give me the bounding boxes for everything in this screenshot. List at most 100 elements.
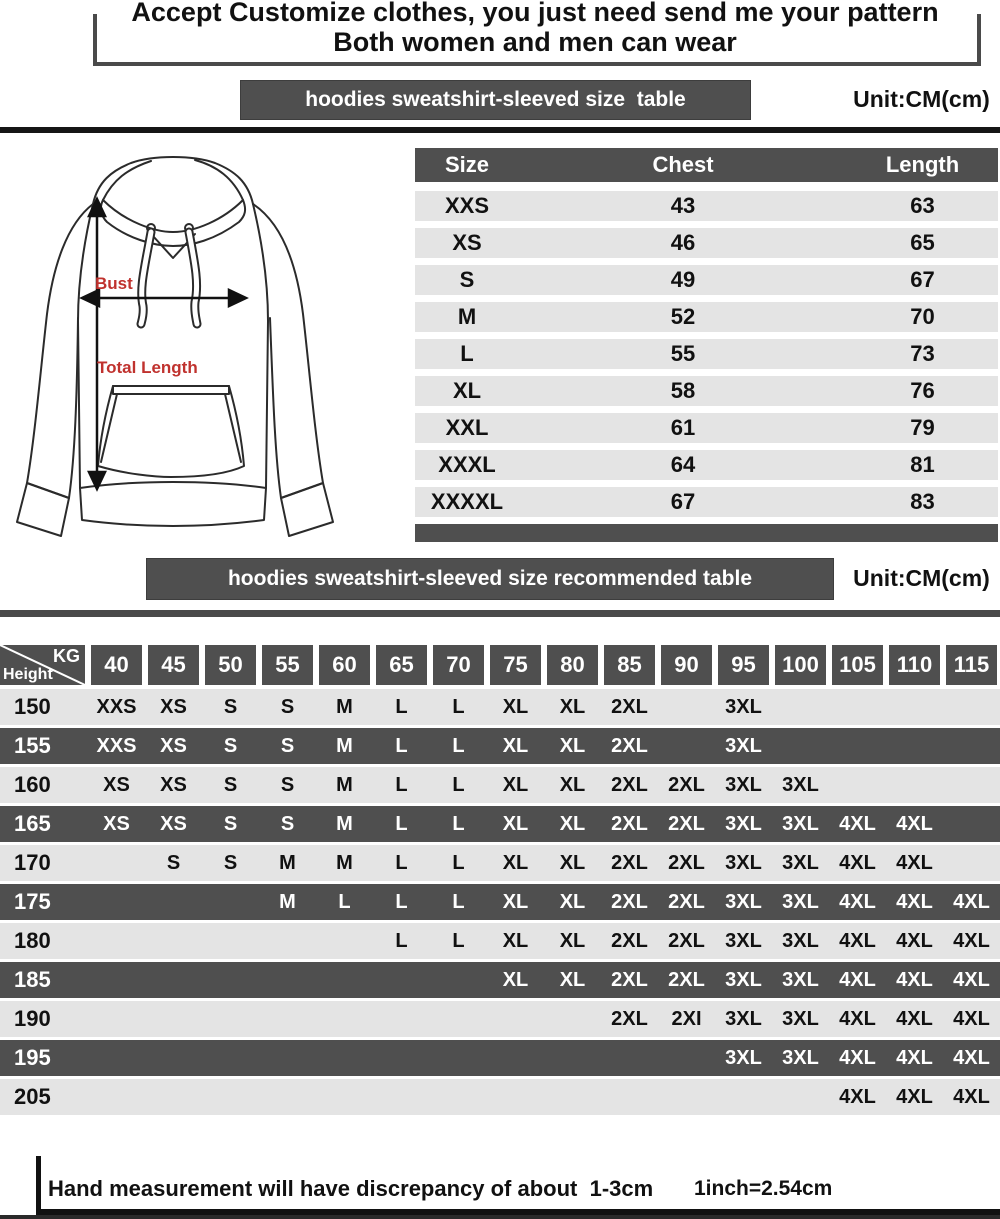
- footer-border-left: [36, 1156, 41, 1215]
- recommended-size-cell: 4XL: [896, 1007, 933, 1030]
- weight-column-header: 80: [544, 645, 601, 685]
- size-table-cell-size: XXXXL: [430, 489, 504, 514]
- height-label: 175: [14, 889, 51, 914]
- size-table-header-row: Size Chest Length: [415, 148, 998, 182]
- recommended-size-cell: M: [279, 851, 296, 874]
- recommended-size-cell: 4XL: [896, 890, 933, 913]
- recommended-size-cell: 4XL: [896, 851, 933, 874]
- recommended-size-cell: 2XL: [611, 773, 648, 796]
- recommended-size-cell: M: [336, 695, 353, 718]
- recommended-size-cell: 2XL: [668, 968, 705, 991]
- size-table-cell-size: XXXL: [438, 452, 496, 477]
- recommended-size-cell: M: [336, 851, 353, 874]
- height-row-195: 195 3XL 3XL 4XL 4XL 4XL: [0, 1040, 1000, 1076]
- recommended-size-cell: 4XL: [953, 890, 990, 913]
- size-table-cell-size: XS: [452, 230, 482, 255]
- height-row-190: 190 2XL 2XI 3XL 3XL 4XL 4XL 4XL: [0, 1001, 1000, 1037]
- bust-label: Bust: [95, 274, 133, 293]
- size-table-cell-chest: 64: [670, 452, 696, 477]
- recommended-size-cell: 4XL: [839, 929, 876, 952]
- height-label: 170: [14, 850, 51, 875]
- recommended-size-cell: S: [223, 734, 238, 757]
- weight-column-header: 55: [259, 645, 316, 685]
- recommended-size-cell: 2XL: [611, 1007, 648, 1030]
- recommended-size-cell: XS: [103, 812, 130, 835]
- recommended-size-cell: 3XL: [725, 929, 762, 952]
- recommended-size-cell: L: [395, 890, 408, 913]
- recommended-size-cell: 4XL: [839, 968, 876, 991]
- recommended-size-cell: 3XL: [725, 812, 762, 835]
- recommended-size-cell: XXS: [96, 734, 137, 757]
- recommended-size-cell: XS: [103, 773, 130, 796]
- recommended-size-cell: XL: [502, 773, 529, 796]
- size-table-row: XL 58 76: [415, 376, 998, 406]
- height-row-205: 205 4XL 4XL 4XL: [0, 1079, 1000, 1115]
- recommended-size-cell: XL: [559, 812, 586, 835]
- recommended-size-cell: 2XL: [611, 851, 648, 874]
- corner-height-label: Height: [3, 666, 53, 683]
- column-header-size: Size: [444, 152, 490, 177]
- recommended-size-cell: 4XL: [839, 890, 876, 913]
- total-length-label: Total Length: [97, 358, 198, 377]
- recommended-size-cell: XS: [160, 734, 187, 757]
- recommended-size-cell: 4XL: [896, 1085, 933, 1108]
- weight-value: 85: [604, 645, 655, 685]
- weight-value: 50: [205, 645, 256, 685]
- recommended-size-cell: 4XL: [839, 812, 876, 835]
- page-title: Accept Customize clothes, you just need …: [93, 0, 977, 57]
- size-table-cell-length: 67: [910, 267, 935, 292]
- recommended-size-cell: 2XL: [668, 812, 705, 835]
- weight-column-header: 45: [145, 645, 202, 685]
- size-table-unit-label: Unit:CM(cm): [853, 85, 990, 112]
- recommended-size-cell: XL: [502, 734, 529, 757]
- weight-column-header: 75: [487, 645, 544, 685]
- recommended-size-matrix: KG Height 40 45 50 55 60 65 70 75 80 85 90 95 100 105…: [0, 645, 1000, 1118]
- recommended-size-cell: XXS: [96, 695, 137, 718]
- recommended-size-cell: 2XI: [671, 1007, 702, 1030]
- weight-value: 70: [433, 645, 484, 685]
- recommended-size-cell: XL: [502, 890, 529, 913]
- size-table-row: M 52 70: [415, 302, 998, 332]
- recommended-size-cell: L: [338, 890, 351, 913]
- size-table-cell-size: L: [460, 341, 474, 366]
- recommended-size-cell: 3XL: [725, 773, 762, 796]
- size-table-cell-size: M: [457, 304, 477, 329]
- recommended-size-cell: 3XL: [725, 890, 762, 913]
- weight-value: 100: [775, 645, 826, 685]
- recommended-size-cell: 4XL: [839, 851, 876, 874]
- recommended-size-cell: S: [280, 734, 295, 757]
- weight-column-header: 85: [601, 645, 658, 685]
- size-table-cell-chest: 67: [670, 489, 696, 514]
- title-line-1: Accept Customize clothes, you just need …: [131, 0, 939, 27]
- recommended-size-cell: S: [223, 773, 238, 796]
- recommended-size-cell: 4XL: [896, 968, 933, 991]
- weight-value: 45: [148, 645, 199, 685]
- size-table-cell-length: 70: [910, 304, 935, 329]
- recommended-size-cell: S: [280, 812, 295, 835]
- middle-divider-rule: [0, 610, 1000, 617]
- size-table-row: XXL 61 79: [415, 413, 998, 443]
- recommended-size-cell: 3XL: [782, 773, 819, 796]
- height-label: 185: [14, 967, 51, 992]
- size-table-row: L 55 73: [415, 339, 998, 369]
- recommended-size-cell: 3XL: [725, 734, 762, 757]
- recommended-size-cell: 3XL: [782, 890, 819, 913]
- recommended-size-cell: 2XL: [611, 890, 648, 913]
- recommended-size-cell: 4XL: [839, 1046, 876, 1069]
- hoodie-line-art: [16, 156, 334, 537]
- height-row-180: 180 L L XL XL 2XL 2XL 3XL 3XL 4XL 4XL 4XL: [0, 923, 1000, 959]
- height-row-185: 185 XL XL 2XL 2XL 3XL 3XL 4XL 4XL 4XL: [0, 962, 1000, 998]
- weight-column-header: 70: [430, 645, 487, 685]
- size-table-row: XXXXL 67 83: [415, 487, 998, 517]
- corner-diagonal-line: [0, 645, 85, 685]
- size-table: Size Chest Length XXS 43 63 XS 46 65 S 49 67 M 52 7…: [415, 148, 998, 542]
- recommended-size-cell: S: [280, 773, 295, 796]
- size-table-cell-chest: 58: [670, 378, 696, 403]
- matrix-header-row: KG Height 40 45 50 55 60 65 70 75 80 85 90 95 100 105…: [0, 645, 1000, 685]
- size-table-row: S 49 67: [415, 265, 998, 295]
- weight-value: 40: [91, 645, 142, 685]
- top-divider-rule: [0, 127, 1000, 133]
- recommended-table-banner: hoodies sweatshirt-sleeved size recommen…: [146, 558, 834, 600]
- recommended-size-cell: 4XL: [896, 929, 933, 952]
